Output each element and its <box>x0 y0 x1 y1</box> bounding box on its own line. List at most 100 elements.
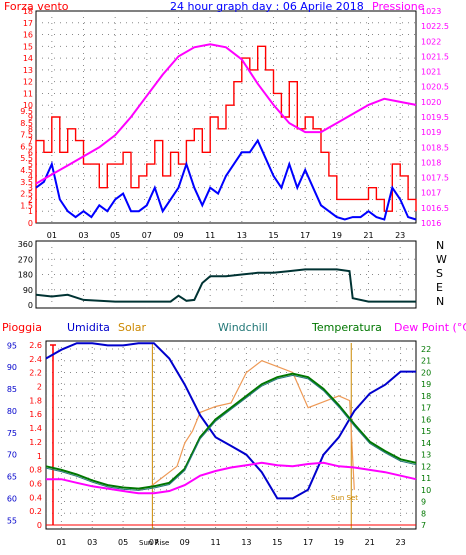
windchill-line <box>45 374 417 491</box>
pressure-tick: 1021 <box>421 68 441 77</box>
rain-tick: 1 <box>37 452 42 461</box>
compass-label: W <box>436 253 447 266</box>
wind-force-tick: 9.5 <box>20 107 33 116</box>
wind-direction-frame <box>35 240 417 309</box>
hour-tick: 19 <box>334 538 344 547</box>
pressure-tick: 1020.5 <box>421 83 449 92</box>
temperature-tick: 17 <box>421 404 431 413</box>
wind-force-tick: 4.5 <box>20 166 33 175</box>
temperature-tick: 7 <box>421 521 426 530</box>
rain-tick: 1.8 <box>29 396 42 405</box>
pressure-label: Pressione <box>372 0 425 13</box>
pressure-tick: 1017 <box>421 189 441 198</box>
temperature-tick: 19 <box>421 380 431 389</box>
legend-entry: Solar <box>118 321 147 334</box>
pressure-tick: 1021.5 <box>421 52 449 61</box>
wind-force-tick: 15 <box>23 42 33 51</box>
humidity-tick: 60 <box>7 494 17 503</box>
temperature-tick: 12 <box>421 462 431 471</box>
humidity-tick: 75 <box>7 429 17 438</box>
weather-frame <box>45 340 417 530</box>
wind-force-tick: 6 <box>28 148 33 157</box>
sunset-label: Sun Set <box>331 494 358 502</box>
temperature-tick: 8 <box>421 509 426 518</box>
wind-force-tick: 14 <box>23 54 33 63</box>
wind-force-tick: 1.5 <box>20 201 33 210</box>
wind-force-label: Forza vento <box>4 0 69 13</box>
pressure-tick: 1020 <box>421 98 441 107</box>
hour-tick: 17 <box>303 538 313 547</box>
compass-label: N <box>436 295 444 308</box>
wind-pressure-series <box>35 43 417 223</box>
humidity-tick: 80 <box>7 407 17 416</box>
rain-tick: 2.4 <box>29 355 42 364</box>
temperature-tick: 14 <box>421 439 431 448</box>
temperature-line <box>45 372 417 490</box>
direction-tick: 270 <box>18 255 33 264</box>
rain-tick: 0.4 <box>29 493 42 502</box>
legend-entry: Pioggia <box>2 321 42 334</box>
wind-force-tick: 5 <box>28 160 33 169</box>
hour-tick: 23 <box>395 538 405 547</box>
temperature-tick: 20 <box>421 369 431 378</box>
pressure-tick: 1019 <box>421 128 441 137</box>
temperature-tick: 21 <box>421 357 431 366</box>
direction-tick: 360 <box>18 240 33 249</box>
weather-panel: 55 60 65 70 75 80 85 90 95 0 0.2 0.4 0.6 0.8 1 1.2 1.4 1… <box>2 321 466 547</box>
wind-force-tick: 8.5 <box>20 119 33 128</box>
humidity-axis: 55 60 65 70 75 80 85 90 95 <box>7 341 17 525</box>
temperature-axis: 7 8 9 10 11 12 13 14 15 16 17 18 19 20 21 22 <box>421 345 431 530</box>
wind-pressure-x-axis: 01 03 05 07 09 11 13 15 17 19 21 23 <box>47 231 406 240</box>
humidity-tick: 65 <box>7 473 17 482</box>
humidity-tick: 95 <box>7 341 17 350</box>
rain-tick: 1.6 <box>29 410 42 419</box>
wind-force-tick: 2 <box>28 195 33 204</box>
hour-tick: 21 <box>363 231 373 240</box>
wind-force-tick: 3 <box>28 184 33 193</box>
humidity-tick: 90 <box>7 363 17 372</box>
hour-tick: 13 <box>237 231 247 240</box>
rain-tick: 1.2 <box>29 438 42 447</box>
hour-tick: 09 <box>180 538 190 547</box>
wind-force-axis: 0 11.522.533.544.555.566.577.588.599.510 1… <box>20 7 33 228</box>
chart-title: 24 hour graph day : 06 Aprile 2018 <box>170 0 364 13</box>
humidity-tick: 55 <box>7 516 17 525</box>
weather-legend: Pioggia Umidita Solar Windchill Temperatura D… <box>2 321 466 334</box>
humidity-tick: 70 <box>7 451 17 460</box>
pressure-tick: 1017.5 <box>421 174 449 183</box>
hour-tick: 07 <box>142 231 152 240</box>
pressure-tick: 1016 <box>421 219 441 228</box>
hour-tick: 17 <box>300 231 310 240</box>
pressure-tick: 1022.5 <box>421 22 449 31</box>
hour-tick: 05 <box>118 538 128 547</box>
humidity-line <box>45 342 416 500</box>
wind-direction-series <box>35 268 416 303</box>
pressure-tick: 1022 <box>421 37 441 46</box>
wind-force-tick: 4 <box>28 172 33 181</box>
pressure-axis: 1016 1016.5 1017 1017.5 1018 1018.5 1019 1019.5… <box>421 7 449 228</box>
wind-force-line <box>35 45 417 223</box>
rain-tick: 2.2 <box>29 369 42 378</box>
rain-axis: 0 0.2 0.4 0.6 0.8 1 1.2 1.4 1.6 1.8 2 2.2 2.4 2.6 <box>29 341 42 530</box>
wind-force-tick: 9 <box>28 113 33 122</box>
pressure-line <box>35 43 417 185</box>
legend-entry: Temperatura <box>311 321 382 334</box>
temperature-tick: 15 <box>421 427 431 436</box>
hour-tick: 15 <box>272 538 282 547</box>
wind-force-tick: 7.5 <box>20 131 33 140</box>
temperature-tick: 16 <box>421 415 431 424</box>
wind-force-tick: 16 <box>23 31 33 40</box>
humidity-tick: 85 <box>7 385 17 394</box>
hour-tick: 07 <box>149 538 159 547</box>
compass-label: S <box>436 267 443 280</box>
direction-tick: 0 <box>28 301 33 310</box>
compass-label: N <box>436 239 444 252</box>
rain-tick: 2.6 <box>29 341 42 350</box>
hour-tick: 09 <box>173 231 183 240</box>
pressure-tick: 1018 <box>421 158 441 167</box>
wind-force-tick: 11 <box>23 89 33 98</box>
pressure-tick: 1023 <box>421 7 441 16</box>
solar-line <box>138 360 355 491</box>
hour-tick: 21 <box>365 538 375 547</box>
